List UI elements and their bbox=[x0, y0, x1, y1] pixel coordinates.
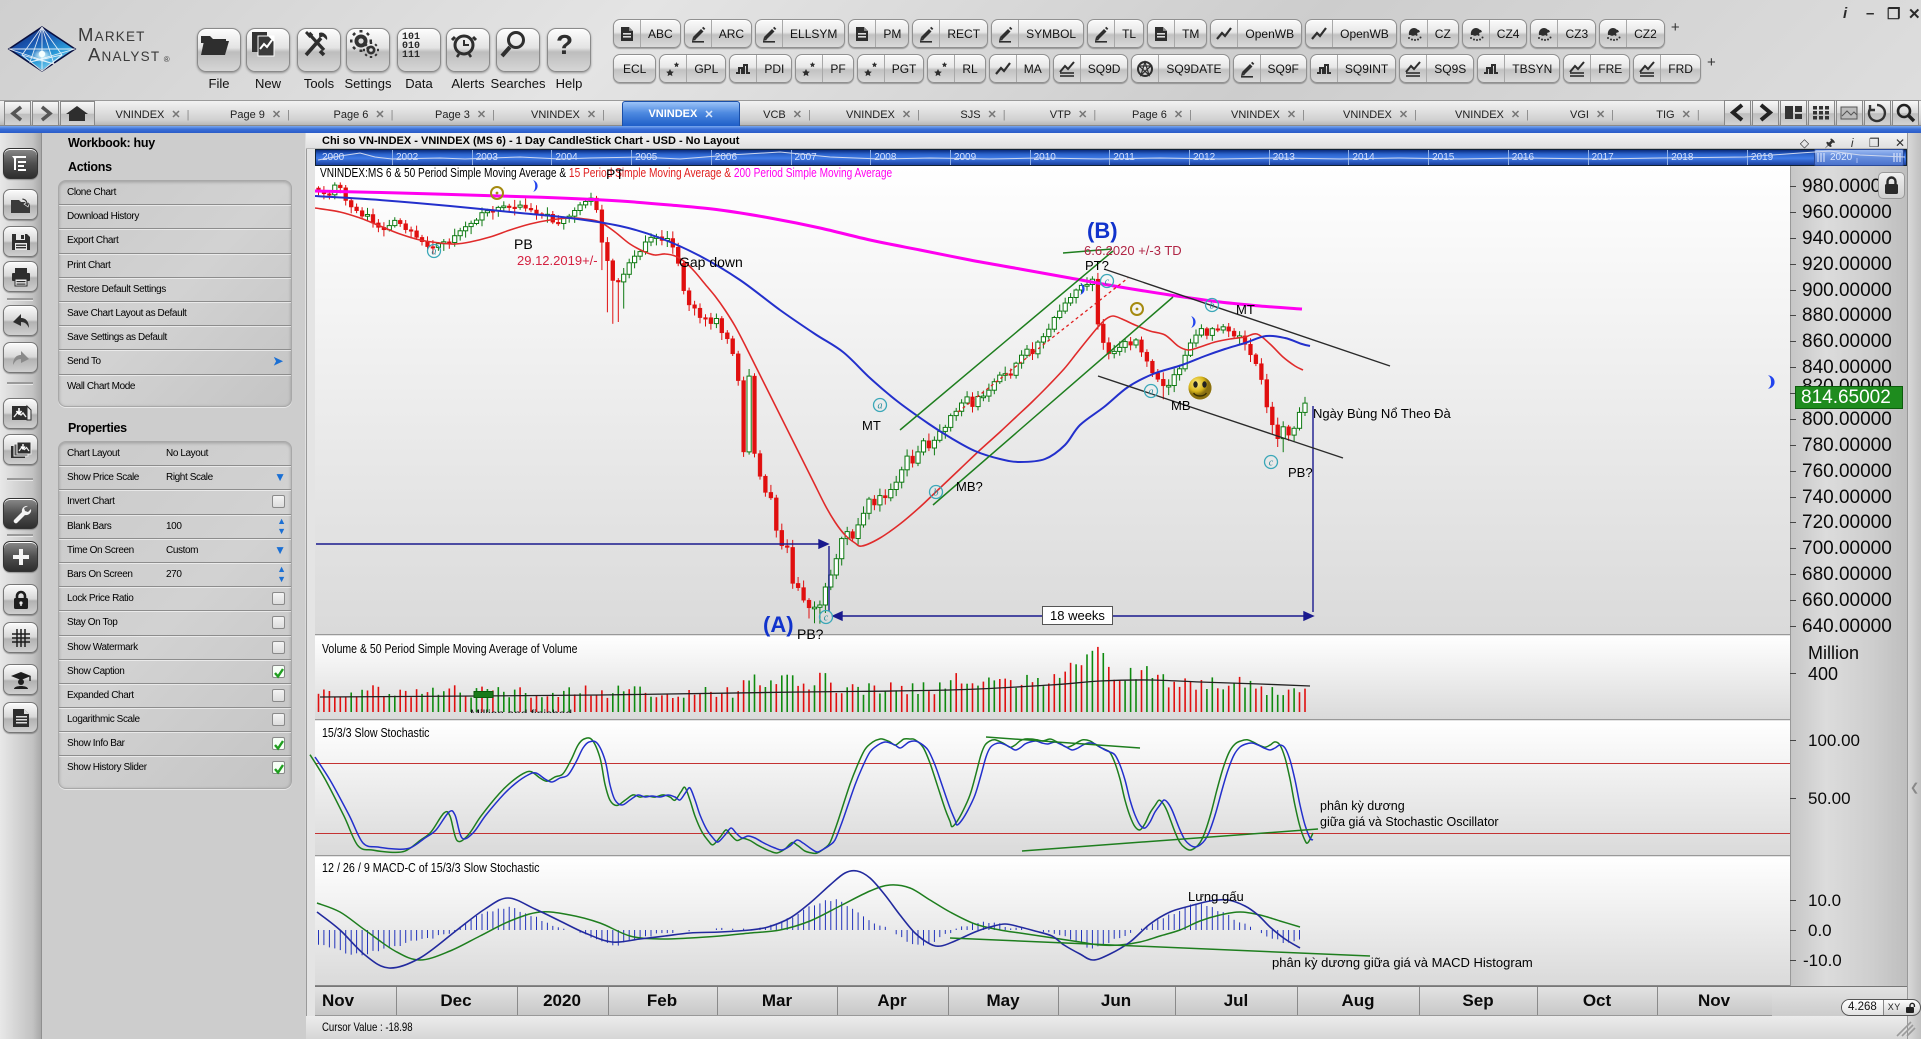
svg-text:101: 101 bbox=[402, 32, 420, 43]
svg-text:?: ? bbox=[556, 29, 573, 59]
svg-text:MARKET: MARKET bbox=[78, 24, 146, 45]
svg-text:111: 111 bbox=[402, 50, 420, 59]
svg-text:010: 010 bbox=[402, 41, 420, 52]
svg-text:ANALYST ®: ANALYST ® bbox=[88, 44, 171, 65]
